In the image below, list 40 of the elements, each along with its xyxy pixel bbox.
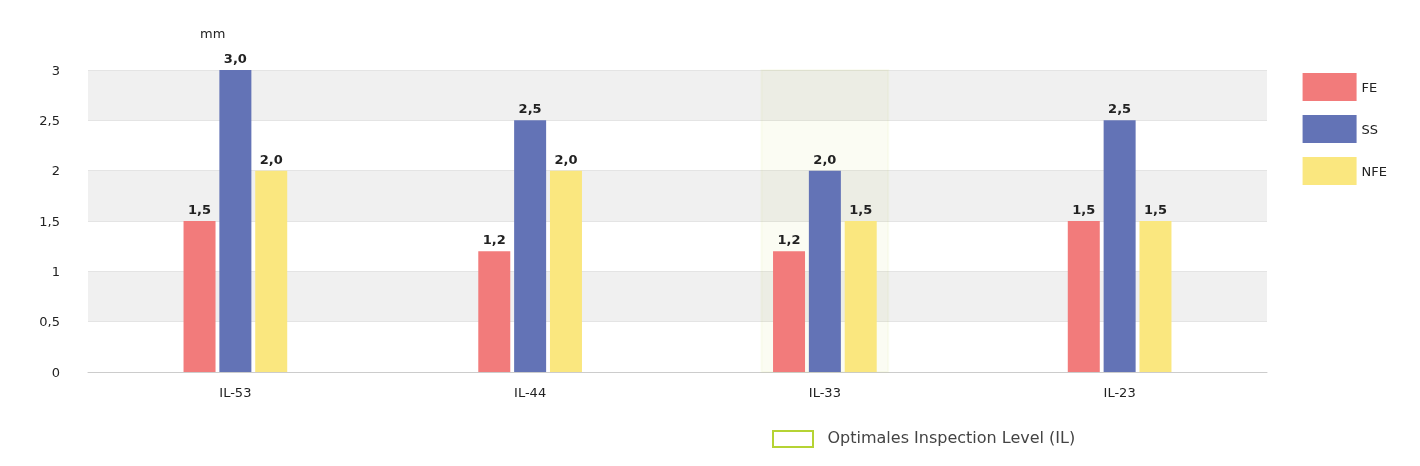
- data-label: 1,5: [1072, 202, 1096, 217]
- bar: [1067, 221, 1100, 372]
- data-label: 2,0: [813, 151, 837, 167]
- data-label: 2,5: [518, 101, 542, 117]
- y-axis-title: mm: [200, 26, 226, 41]
- bar: [255, 170, 288, 372]
- data-label: 3,0: [223, 51, 247, 66]
- x-tick-label: IL-23: [1103, 385, 1136, 400]
- legend-label: Optimales Inspection Level (IL): [827, 428, 1076, 447]
- x-tick-label: IL-53: [219, 385, 252, 400]
- y-tick-label: 2,5: [39, 112, 60, 128]
- data-label: 2,0: [259, 151, 283, 167]
- bar: [478, 251, 511, 372]
- legend-label: FE: [1361, 79, 1378, 95]
- bar: [844, 221, 877, 372]
- bar: [514, 120, 547, 372]
- y-tick-label: 2: [51, 163, 60, 179]
- bar: [219, 70, 252, 372]
- y-tick-label: 0: [51, 364, 60, 380]
- data-label: 1,5: [849, 202, 873, 217]
- bar: [1139, 221, 1172, 372]
- y-tick-label: 1: [51, 263, 60, 279]
- data-label: 1,5: [188, 202, 212, 217]
- data-label: 1,2: [777, 232, 801, 248]
- bar: [773, 251, 806, 372]
- data-label: 2,5: [1108, 101, 1132, 117]
- data-label: 1,5: [1143, 202, 1167, 217]
- legend-label: SS: [1361, 121, 1379, 137]
- bar: [808, 170, 841, 372]
- legend-label: NFE: [1361, 163, 1388, 179]
- y-tick-label: 0,5: [39, 314, 60, 330]
- bar: [183, 221, 216, 372]
- x-tick-label: IL-44: [514, 385, 547, 400]
- x-tick-label: IL-33: [808, 385, 841, 400]
- data-label: 1,2: [482, 232, 506, 248]
- y-tick-label: 3: [51, 62, 60, 78]
- y-tick-label: 1,5: [39, 213, 60, 229]
- data-label: 2,0: [554, 151, 578, 167]
- bar: [549, 170, 582, 372]
- bar: [1103, 120, 1136, 372]
